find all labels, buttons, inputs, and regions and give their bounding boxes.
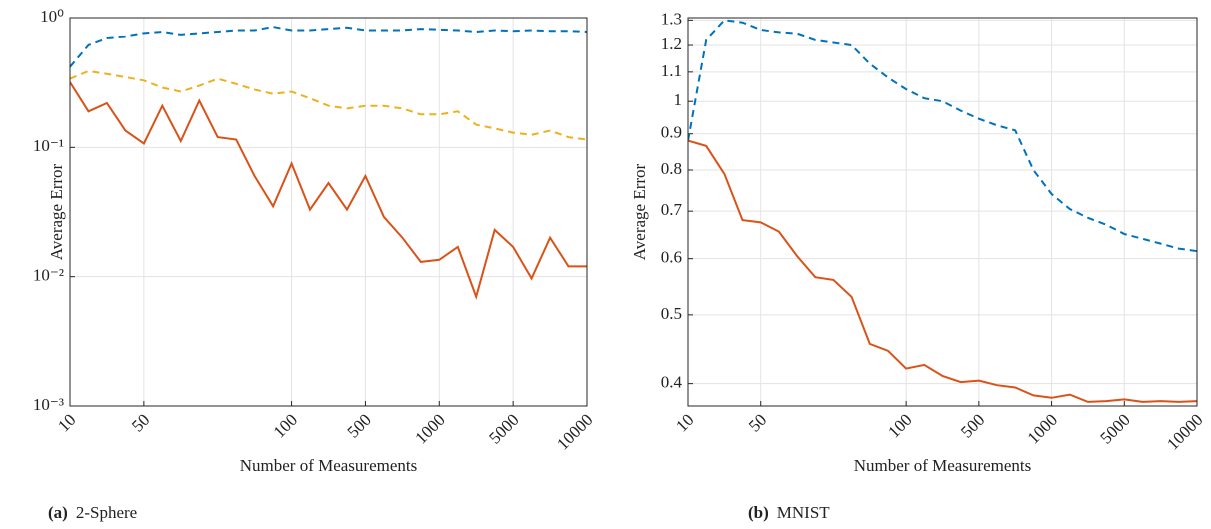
- series-line: [70, 81, 587, 300]
- x-tick-label: 1000: [411, 410, 448, 447]
- caption: (a) 2-Sphere: [48, 503, 137, 522]
- x-tick-label: 1000: [1024, 410, 1061, 447]
- series-line: [688, 139, 1197, 403]
- y-tick-label: 10⁻¹: [33, 136, 64, 155]
- x-tick-label: 10: [54, 410, 79, 435]
- y-tick-label: 1.1: [661, 61, 682, 80]
- y-tick-label: 0.6: [661, 248, 682, 267]
- y-tick-label: 0.8: [661, 159, 682, 178]
- chart-panel: 10⁻³ 10⁻² 10⁻¹ 10⁰ 10 50 100 500 1000 5000 10000 Nu…: [33, 7, 597, 522]
- x-tick-label: 50: [745, 410, 770, 435]
- series-line: [70, 26, 587, 68]
- x-tick-label: 50: [128, 410, 153, 435]
- y-tick-label: 0.7: [661, 200, 683, 219]
- x-tick-label: 5000: [1096, 410, 1133, 447]
- x-axis-label: Number of Measurements: [240, 456, 418, 475]
- caption: (b) MNIST: [748, 503, 830, 522]
- series-line: [688, 19, 1197, 253]
- y-axis-label: Average Error: [47, 163, 66, 260]
- x-axis-label: Number of Measurements: [854, 456, 1032, 475]
- y-tick-label: 1: [674, 90, 683, 109]
- x-tick-label: 10: [672, 410, 697, 435]
- x-tick-label: 500: [957, 410, 988, 441]
- caption-text: MNIST: [777, 503, 831, 522]
- chart-panel: 0.4 0.5 0.6 0.7 0.8 0.9 1 1.1 1.2 1.3 10 50 100 500 10…: [630, 9, 1207, 522]
- caption-text: 2-Sphere: [76, 503, 137, 522]
- x-tick-label: 10000: [553, 410, 596, 453]
- y-tick-label: 10⁻²: [33, 266, 64, 285]
- x-tick-label: 100: [270, 410, 301, 441]
- y-tick-label: 0.5: [661, 304, 682, 323]
- series-line: [70, 69, 587, 141]
- x-tick-label: 100: [884, 410, 915, 441]
- x-tick-label: 10000: [1163, 410, 1206, 453]
- y-tick-label: 0.9: [661, 123, 682, 142]
- plot-frame: [69, 17, 588, 407]
- caption-label: (b): [748, 503, 769, 522]
- x-tick-label: 500: [344, 410, 375, 441]
- plot-frame: [687, 17, 1198, 407]
- y-tick-label: 1.3: [661, 9, 682, 28]
- y-tick-label: 1.2: [661, 34, 682, 53]
- caption-label: (a): [48, 503, 68, 522]
- y-tick-label: 10⁰: [40, 7, 64, 26]
- x-tick-label: 5000: [485, 410, 522, 447]
- y-tick-label: 0.4: [661, 373, 683, 392]
- y-axis-label: Average Error: [630, 163, 649, 260]
- y-tick-label: 10⁻³: [33, 395, 64, 414]
